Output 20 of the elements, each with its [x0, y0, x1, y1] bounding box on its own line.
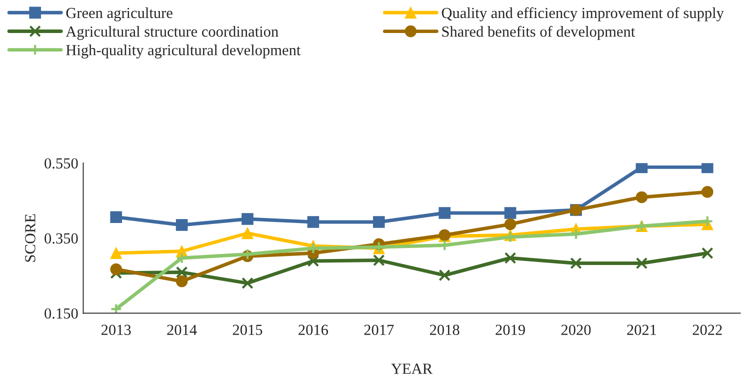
- legend-label: High-quality agricultural development: [66, 44, 301, 58]
- x-tick-label: 2019: [496, 324, 525, 336]
- x-tick-label: 2014: [167, 324, 197, 336]
- x-tick-label: 2015: [232, 324, 262, 336]
- y-tick-label: 0.150: [44, 308, 78, 319]
- x-tick-label: 2022: [692, 324, 722, 336]
- x-tick-label: 2013: [101, 324, 131, 336]
- legend-label: Agricultural structure coordination: [66, 26, 278, 40]
- x-tick-label: 2020: [561, 324, 591, 336]
- y-tick-label: 0.350: [44, 233, 78, 244]
- x-axis-title: YEAR: [391, 364, 433, 374]
- legend-label: Green agriculture: [66, 7, 172, 22]
- legend-label: Quality and efficiency improvement of supply: [442, 7, 724, 22]
- legend-label: Shared benefits of development: [442, 26, 636, 40]
- x-tick-label: 2017: [364, 324, 394, 336]
- x-tick-label: 2018: [430, 324, 460, 336]
- x-tick-label: 2016: [298, 324, 328, 336]
- x-tick-label: 2021: [627, 324, 656, 336]
- y-axis-title: SCORE: [25, 214, 36, 262]
- y-tick-label: 0.550: [44, 158, 78, 169]
